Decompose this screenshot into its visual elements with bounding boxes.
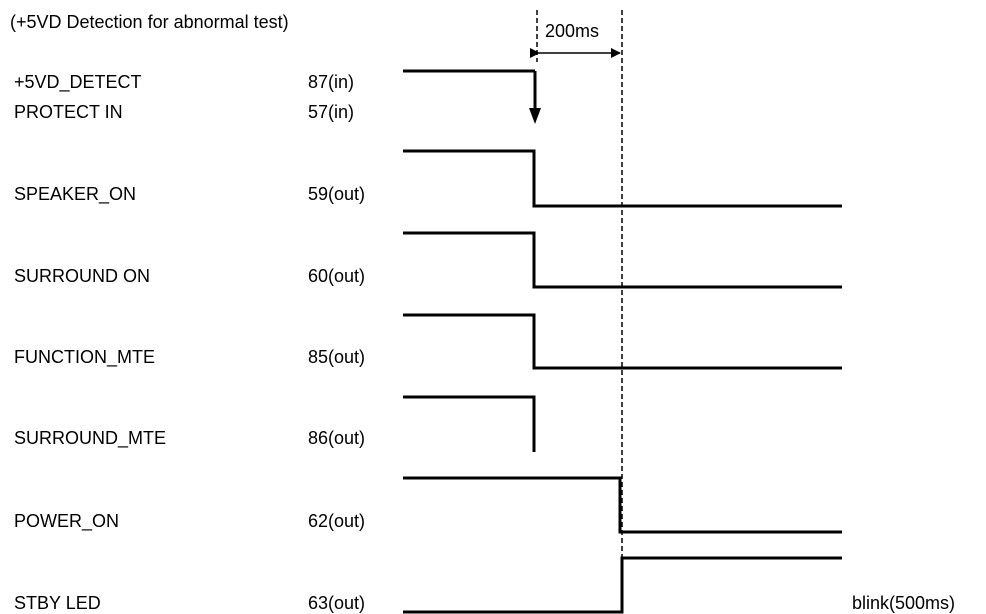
waveform-power-on bbox=[403, 476, 842, 534]
pin-surround-on: 60(out) bbox=[308, 266, 366, 286]
diagram-title: (+5VD Detection for abnormal test) bbox=[10, 12, 289, 32]
waveform-stby-led bbox=[403, 556, 842, 614]
delay-label: 200ms bbox=[545, 21, 600, 41]
pin-power-on: 62(out) bbox=[308, 511, 366, 531]
waveform-surround-mte bbox=[403, 395, 536, 452]
pin-function-mte: 85(out) bbox=[308, 347, 366, 367]
signal-name-power-on: POWER_ON bbox=[14, 511, 120, 531]
waveform-surround-on bbox=[403, 231, 842, 289]
pin-protect-in: 57(in) bbox=[308, 102, 355, 122]
stby-led-blink-note: blink(500ms) bbox=[852, 593, 956, 613]
detect-arrow-head bbox=[529, 108, 541, 124]
pin-surround-mte: 86(out) bbox=[308, 428, 366, 448]
pin-speaker-on: 59(out) bbox=[308, 184, 366, 204]
waveform-function-mte bbox=[403, 313, 842, 370]
signal-name-function-mte: FUNCTION_MTE bbox=[14, 347, 155, 367]
pin-5vd-detect: 87(in) bbox=[308, 72, 355, 92]
signal-name-speaker-on: SPEAKER_ON bbox=[14, 184, 137, 204]
signal-name-stby-led: STBY LED bbox=[14, 593, 101, 613]
pin-stby-led: 63(out) bbox=[308, 593, 366, 613]
signal-name-5vd-detect: +5VD_DETECT bbox=[14, 72, 142, 92]
signal-name-protect-in: PROTECT IN bbox=[14, 102, 123, 122]
waveform-speaker-on bbox=[403, 149, 842, 208]
signal-name-surround-on: SURROUND ON bbox=[14, 266, 151, 286]
signal-name-surround-mte: SURROUND_MTE bbox=[14, 428, 167, 448]
